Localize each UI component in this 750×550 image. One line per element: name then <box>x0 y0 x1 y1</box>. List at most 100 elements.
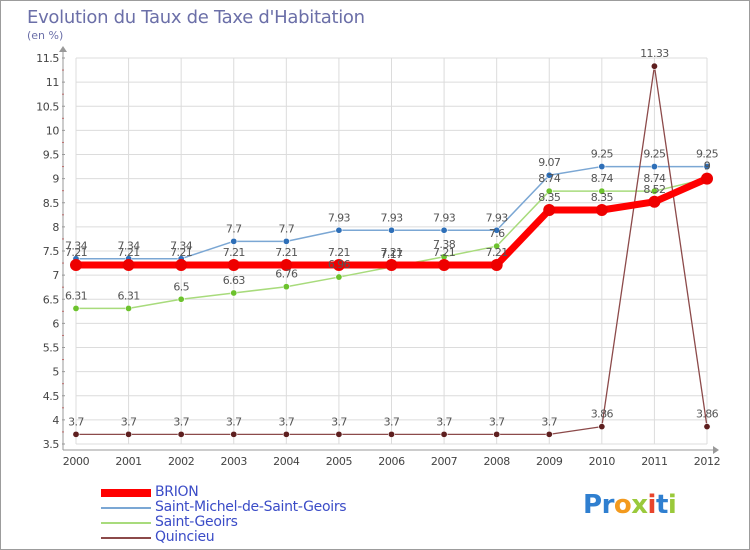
data-label: 3.7 <box>384 415 400 428</box>
x-axis-arrow <box>713 446 719 454</box>
data-point <box>440 430 448 438</box>
series <box>70 62 713 438</box>
data-label: 6.63 <box>223 274 246 287</box>
data-label: 6.31 <box>65 289 87 302</box>
data-label: 9.07 <box>538 156 561 169</box>
data-point <box>335 430 343 438</box>
x-tick-label: 2003 <box>221 455 248 468</box>
y-tick-label: 4.5 <box>43 390 60 403</box>
data-label: 3.7 <box>173 415 189 428</box>
x-tick-label: 2012 <box>694 455 720 468</box>
logo-letter: x <box>631 490 648 520</box>
data-label: 7.21 <box>380 246 402 259</box>
data-point <box>70 258 82 271</box>
data-point <box>72 430 80 438</box>
data-label: 7.17 <box>380 248 403 261</box>
data-label: 7.21 <box>275 246 297 259</box>
data-point <box>493 430 501 438</box>
logo-letter: t <box>655 490 668 520</box>
data-label: 7.6 <box>489 227 505 240</box>
y-tick-label: 11.5 <box>36 52 59 65</box>
data-point <box>230 289 238 297</box>
data-label: 7.21 <box>65 246 87 259</box>
legend-label: Quincieu <box>155 529 215 545</box>
data-label: 3.7 <box>436 415 452 428</box>
data-label: 11.33 <box>640 47 669 60</box>
data-label: 8.35 <box>591 191 614 204</box>
y-tick-label: 11 <box>46 76 59 89</box>
data-point <box>125 430 133 438</box>
data-point <box>650 62 658 70</box>
data-label: 7.21 <box>223 246 245 259</box>
data-point <box>598 423 606 431</box>
legend-swatch <box>101 522 151 524</box>
data-point <box>332 258 345 271</box>
logo-letter: i <box>667 490 677 520</box>
data-point <box>177 295 185 303</box>
y-tick-label: 10.5 <box>36 100 59 113</box>
logo-letter: o <box>613 490 632 520</box>
y-tick-label: 3.5 <box>43 438 60 451</box>
data-point <box>387 226 395 234</box>
data-point <box>438 258 451 271</box>
data-label: 7.21 <box>118 246 140 259</box>
y-tick-label: 6.5 <box>43 293 60 306</box>
data-label: 7.21 <box>433 246 455 259</box>
y-axis-arrow <box>59 46 67 52</box>
data-label: 7.7 <box>226 222 242 235</box>
y-tick-label: 9.5 <box>43 149 60 162</box>
axes: 3.5 4 4.5 5 5.5 6 6.5 7 7.5 8 8.5 9 9.5 10 10.5 11 11.5 2… <box>36 46 721 468</box>
data-point <box>282 283 290 291</box>
data-point <box>387 430 395 438</box>
logo-letter: i <box>647 490 657 520</box>
logo-letter: P <box>583 490 602 520</box>
x-tick-label: 2009 <box>536 455 563 468</box>
data-point <box>440 226 448 234</box>
data-point <box>545 171 553 179</box>
data-label: 8.52 <box>643 183 665 196</box>
legend-swatch <box>101 537 151 539</box>
data-point <box>598 187 606 195</box>
x-tick-label: 2006 <box>378 455 405 468</box>
data-label: 7.21 <box>328 246 350 259</box>
data-point <box>703 423 711 431</box>
data-label: 7.7 <box>278 222 294 235</box>
x-tick-label: 2008 <box>483 455 510 468</box>
data-label: 7.21 <box>170 246 192 259</box>
data-point <box>282 430 290 438</box>
data-point <box>543 203 556 216</box>
y-tick-label: 5 <box>52 366 59 379</box>
data-point <box>490 258 503 271</box>
y-tick-label: 10 <box>46 124 60 137</box>
data-point <box>493 226 501 234</box>
data-label: 9.25 <box>696 148 719 161</box>
data-label: 3.7 <box>489 415 505 428</box>
data-point <box>125 304 133 312</box>
data-point <box>598 163 606 171</box>
data-label: 3.86 <box>591 408 614 421</box>
data-point <box>545 187 553 195</box>
data-label: 6.5 <box>173 280 189 293</box>
data-point <box>175 258 188 271</box>
y-tick-label: 8.5 <box>43 197 60 210</box>
data-point <box>493 242 501 250</box>
data-point <box>650 187 658 195</box>
x-tick-label: 2001 <box>115 455 141 468</box>
x-tick-label: 2002 <box>168 455 194 468</box>
data-label: 7.93 <box>486 211 509 224</box>
data-point <box>280 258 293 271</box>
data-point <box>648 195 661 208</box>
x-tick-label: 2007 <box>431 455 458 468</box>
data-label: 8.35 <box>538 191 561 204</box>
grid <box>75 57 708 445</box>
data-point <box>335 273 343 281</box>
data-point <box>335 226 343 234</box>
data-label: 3.7 <box>278 415 294 428</box>
data-point <box>122 258 135 271</box>
data-label: 3.7 <box>226 415 242 428</box>
data-label: 9 <box>704 160 711 173</box>
data-label: 7.21 <box>486 246 508 259</box>
data-label: 7.34 <box>118 240 141 253</box>
